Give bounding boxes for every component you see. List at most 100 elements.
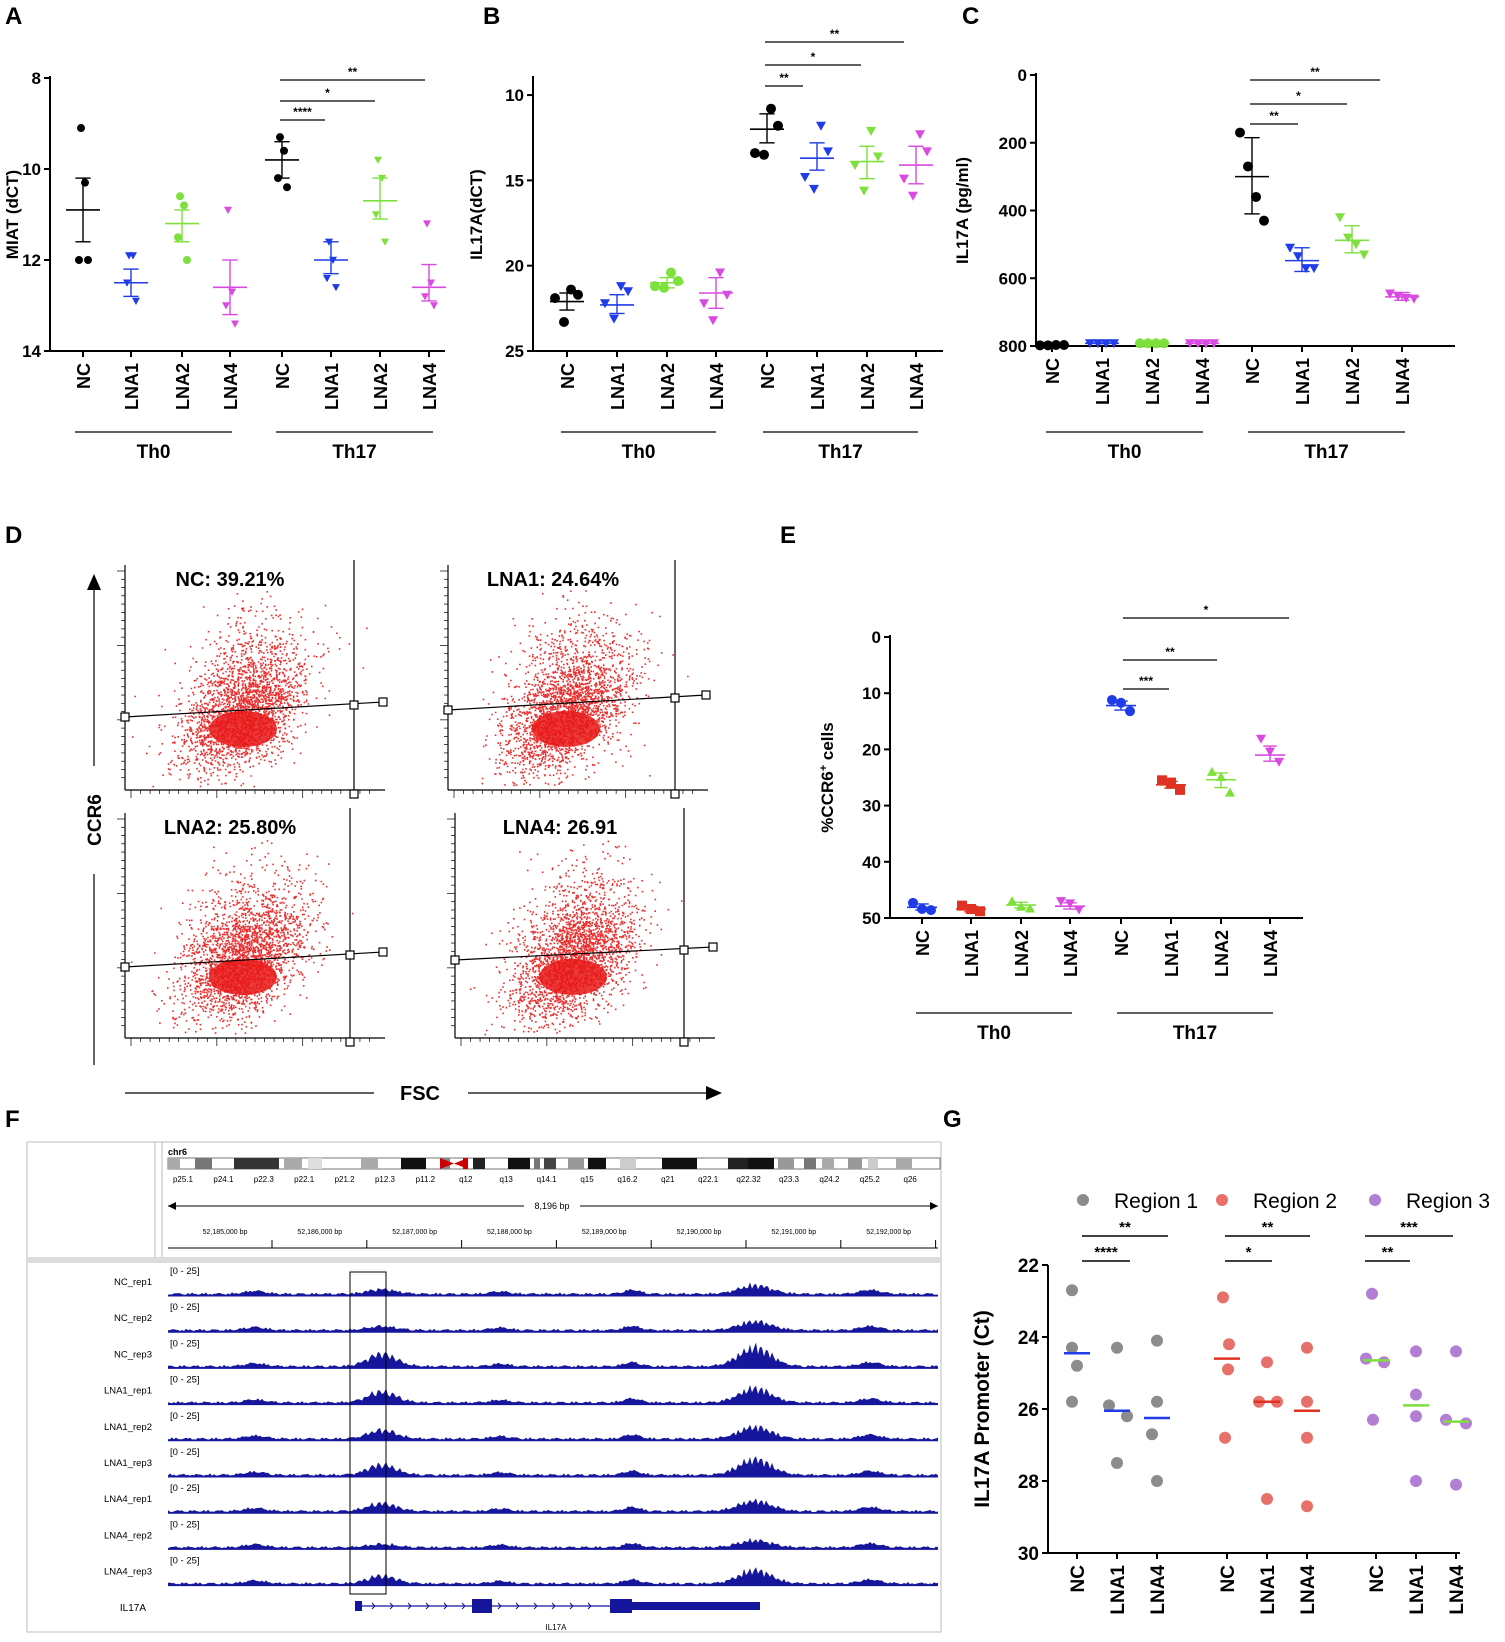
gate-handle	[378, 947, 388, 957]
y-axis-label: %CCR6+ cells	[818, 722, 837, 832]
flow-density-core	[209, 959, 277, 995]
x-tick-label: LNA1	[608, 363, 628, 410]
band-label: q13	[500, 1175, 514, 1184]
g-series-2	[1103, 1341, 1133, 1469]
coverage-track	[168, 1384, 938, 1405]
y-axis-label-text: IL17A(dCT)	[467, 169, 486, 260]
ruler-label: 52,190,000 bp	[677, 1229, 722, 1236]
legend-marker	[1216, 1194, 1228, 1206]
track-3: NC_rep3 [0 - 25]	[114, 1338, 938, 1369]
gene-exon	[472, 1599, 492, 1613]
series-5	[265, 133, 299, 192]
y-axis-label: IL17A Promoter (Ct)	[971, 1310, 994, 1508]
legend-marker	[1077, 1194, 1089, 1206]
x-tick-label: LNA1	[1407, 1565, 1428, 1615]
data-point	[77, 124, 85, 133]
band-label: q21	[661, 1175, 675, 1184]
data-point	[566, 284, 576, 295]
data-point	[1146, 1428, 1158, 1441]
data-point	[1274, 757, 1284, 767]
data-point	[573, 289, 583, 300]
flow-plot-2: LNA1: 24.64%	[440, 560, 711, 799]
ideogram-band	[473, 1158, 485, 1169]
data-point	[722, 290, 732, 300]
data-point	[1301, 1395, 1313, 1408]
data-point	[430, 302, 438, 310]
y-axis-label-text: IL17A (pg/ml)	[953, 157, 972, 264]
data-point	[1343, 233, 1353, 243]
browser-separator	[27, 1257, 941, 1263]
data-point	[1301, 1341, 1313, 1354]
data-point	[1175, 784, 1185, 795]
x-tick-label: LNA2	[173, 363, 193, 410]
significance-label: **	[830, 27, 840, 41]
track-range: [0 - 25]	[170, 1556, 200, 1567]
coverage-track	[168, 1456, 938, 1477]
span-arrow	[168, 1202, 176, 1210]
band-label: p12.3	[375, 1175, 396, 1184]
flow-percent-label: NC: 39.21%	[176, 569, 285, 591]
band-label: q23.3	[779, 1175, 800, 1184]
strand-arrow	[551, 1602, 556, 1610]
band-label: q26	[904, 1175, 918, 1184]
data-point	[1157, 775, 1167, 786]
x-tick-label: LNA4	[1261, 930, 1281, 977]
series-1	[907, 897, 937, 916]
ideogram-band	[662, 1158, 697, 1169]
data-point	[609, 314, 619, 324]
y-tick-label: 0	[1018, 66, 1027, 85]
gene-track-label: IL17A	[120, 1603, 146, 1614]
y-tick-label: 20	[862, 740, 881, 759]
flow-events	[130, 840, 354, 1035]
flow-plot-1: NC: 39.21%	[117, 560, 388, 799]
data-point	[1335, 213, 1345, 223]
x-tick-label: LNA4	[420, 363, 440, 410]
data-point	[1151, 1395, 1163, 1408]
significance-label: ****	[1094, 1244, 1118, 1261]
series-2	[114, 252, 148, 305]
data-point	[332, 284, 340, 292]
data-point	[1409, 294, 1419, 304]
strand-arrow	[497, 1602, 502, 1610]
ruler-label: 52,192,000 bp	[866, 1229, 911, 1236]
y-tick-label: 8	[32, 69, 41, 88]
flow-percent-label: LNA2: 25.80%	[164, 817, 296, 839]
data-point	[750, 148, 760, 159]
data-point	[908, 191, 918, 201]
series-7	[363, 156, 397, 246]
ideogram-band	[896, 1158, 912, 1169]
strand-arrow	[407, 1602, 412, 1610]
y-tick-label: 24	[1018, 1328, 1040, 1349]
series-4	[213, 206, 247, 328]
x-tick-label: LNA1	[1162, 930, 1182, 977]
data-point	[773, 120, 783, 131]
track-name: LNA4_rep3	[104, 1567, 152, 1578]
track-2: NC_rep2 [0 - 25]	[114, 1302, 938, 1333]
coverage-track	[168, 1424, 938, 1441]
y-tick-label: 10	[505, 86, 524, 105]
gate-handle	[450, 955, 460, 965]
significance-label: **	[1382, 1244, 1394, 1261]
flow-events	[470, 840, 683, 1036]
data-point	[1066, 1284, 1078, 1297]
ideogram-band	[568, 1158, 584, 1169]
data-point	[129, 252, 137, 260]
data-point	[1219, 1431, 1231, 1444]
significance-label: *	[325, 86, 330, 100]
y-tick-label: 28	[1018, 1472, 1039, 1493]
track-7: LNA4_rep1 [0 - 25]	[104, 1483, 938, 1514]
flow-plot-4: LNA4: 26.91	[447, 808, 718, 1047]
x-tick-label: LNA1	[1108, 1565, 1129, 1615]
track-range: [0 - 25]	[170, 1519, 200, 1530]
x-tick-label: NC	[1367, 1565, 1388, 1593]
chromosome-label: chr6	[168, 1147, 187, 1157]
series-6	[1285, 243, 1319, 274]
data-point	[228, 288, 236, 296]
coverage-track	[168, 1498, 938, 1514]
series-3	[1135, 338, 1169, 349]
track-name: NC_rep2	[114, 1313, 152, 1324]
y-axis-label-text: MIAT (dCT)	[3, 170, 22, 259]
data-point	[1261, 1356, 1273, 1369]
significance-label: ***	[1400, 1219, 1418, 1236]
data-point	[283, 183, 291, 192]
